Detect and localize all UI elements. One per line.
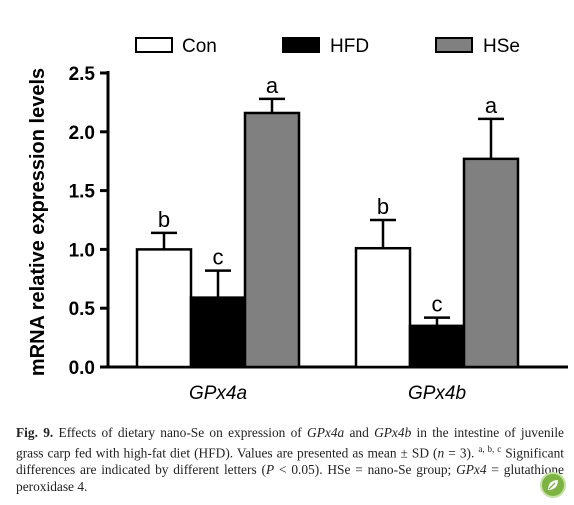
caption-superscripts: a, b, c xyxy=(478,444,502,454)
bar-con-gpx4b xyxy=(354,246,412,369)
x-tick-label-gpx4a: GPx4a xyxy=(189,383,247,404)
bar-chart: mRNA relative expression levels 0.0 0.5 1.0… xyxy=(27,36,568,404)
bar-con-gpx4a xyxy=(135,248,193,369)
caption-text-3: in the intestine of juvenile grass carp … xyxy=(16,425,564,461)
significance-letter-hse-gpx4a: a xyxy=(266,73,279,98)
legend-label-hse: HSe xyxy=(483,36,520,57)
caption-gene-b: GPx4b xyxy=(374,425,412,440)
legend-swatch-hse xyxy=(435,37,473,53)
y-axis-label: mRNA relative expression levels xyxy=(27,68,49,376)
caption-fig-label: Fig. 9. xyxy=(16,425,54,440)
caption-gene-a: GPx4a xyxy=(307,425,345,440)
y-tick-label: 0.5 xyxy=(69,299,96,320)
significance-letter-con-gpx4b: b xyxy=(377,194,389,219)
legend-swatch-con xyxy=(135,37,173,53)
figure-caption: Fig. 9. Effects of dietary nano-Se on ex… xyxy=(16,424,564,495)
legend-label-con: Con xyxy=(182,36,217,57)
caption-text-1: Effects of dietary nano-Se on expression… xyxy=(53,425,308,440)
leaf-badge-icon[interactable] xyxy=(540,472,566,498)
caption-p-var: P xyxy=(265,462,275,478)
legend-label-hfd: HFD xyxy=(330,36,369,57)
bar-hse-gpx4b xyxy=(462,157,520,369)
significance-letter-hse-gpx4b: a xyxy=(485,93,498,118)
legend-swatch-hfd xyxy=(282,37,320,53)
caption-text-2: and xyxy=(344,425,375,440)
y-tick-label: 0.0 xyxy=(69,358,95,379)
significance-letter-con-gpx4a: b xyxy=(158,207,170,232)
significance-letter-hfd-gpx4a: c xyxy=(213,245,224,270)
y-tick-label: 2.5 xyxy=(69,64,96,85)
significance-letter-hfd-gpx4b: c xyxy=(432,292,443,317)
caption-n-var: n xyxy=(437,445,445,461)
caption-gene-c: GPx4 xyxy=(456,462,487,478)
caption-text-4: = 3). xyxy=(444,445,479,461)
y-tick-label: 1.0 xyxy=(69,240,95,261)
x-tick-label-gpx4b: GPx4b xyxy=(408,383,466,404)
bar-hfd-gpx4b xyxy=(408,324,466,369)
y-tick-label: 1.5 xyxy=(69,182,96,203)
bar-hse-gpx4a xyxy=(243,111,301,369)
y-tick-label: 2.0 xyxy=(69,123,95,144)
leaf-icon xyxy=(548,480,558,490)
caption-text-5: Significant differences are indicated by… xyxy=(16,445,564,478)
bar-hfd-gpx4a xyxy=(189,296,247,369)
caption-text-6: < 0.05). HSe = nano-Se group; xyxy=(274,462,457,478)
chart-svg: mRNA relative expression levels 0.0 0.5 1.0… xyxy=(27,36,568,404)
